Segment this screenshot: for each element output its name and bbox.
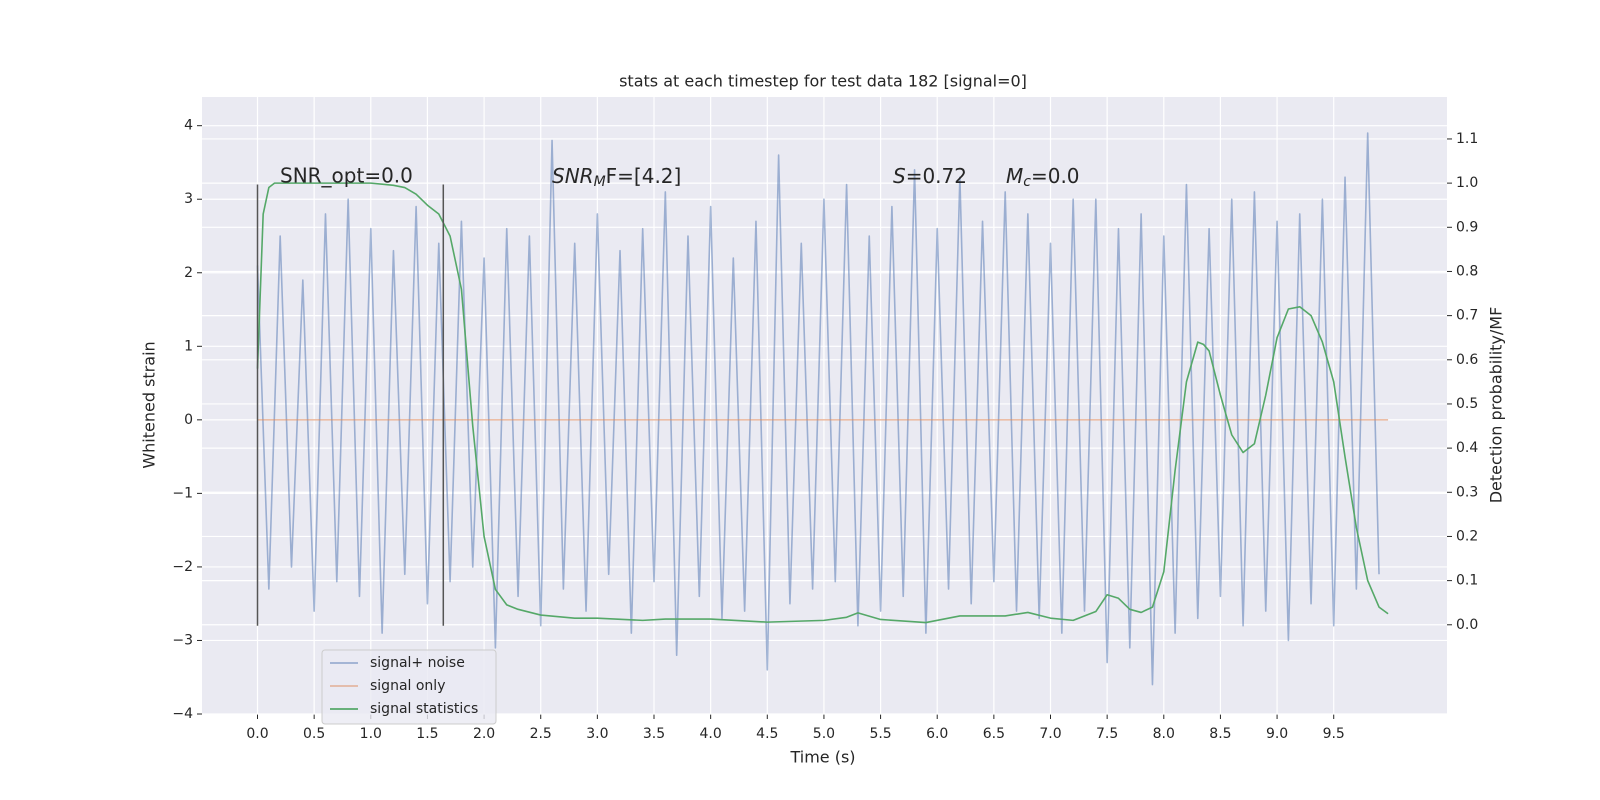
annotation-part: =0.0 xyxy=(1031,164,1080,188)
x-tick-label: 6.0 xyxy=(926,726,948,742)
y2-tick-label: 0.4 xyxy=(1456,440,1478,456)
series-line xyxy=(256,182,1389,624)
annotation-part: M xyxy=(594,174,606,190)
chart-title: stats at each timestep for test data 182… xyxy=(619,72,1027,91)
y2-tick-label: 0.7 xyxy=(1456,308,1478,324)
x-tick-label: 0.5 xyxy=(303,726,325,742)
x-tick-label: 4.0 xyxy=(700,726,722,742)
annotation-part: SNR xyxy=(552,164,594,188)
y-tick-label: 3 xyxy=(184,191,193,207)
y2-tick-label: 0.1 xyxy=(1456,573,1478,589)
y-tick-label: 2 xyxy=(184,265,193,281)
y2-tick-label: 1.1 xyxy=(1456,131,1478,147)
y-tick-label: 1 xyxy=(184,338,193,354)
y2-axis-label: Detection probability/MF xyxy=(1487,307,1506,504)
x-tick-label: 4.5 xyxy=(756,726,778,742)
y-tick-label: −1 xyxy=(172,485,193,501)
x-axis-label: Time (s) xyxy=(789,748,855,767)
y2-tick-label: 0.2 xyxy=(1456,528,1478,544)
y-tick-label: −2 xyxy=(172,559,193,575)
x-tick-label: 1.5 xyxy=(416,726,438,742)
annotation-part: F=[4.2] xyxy=(606,164,682,188)
y2-tick-label: 0.5 xyxy=(1456,396,1478,412)
annotation: SNRMF=[4.2] xyxy=(552,164,681,191)
y-tick-label: 0 xyxy=(184,412,193,428)
y-tick-label: −4 xyxy=(172,706,193,722)
annotation: Mc=0.0 xyxy=(1006,164,1080,191)
x-tick-label: 1.0 xyxy=(360,726,382,742)
annotation-part: S xyxy=(893,164,906,188)
annotation: SNR_opt=0.0 xyxy=(280,164,413,188)
annotation-part: M xyxy=(1006,164,1023,188)
y2-tick-label: 0.0 xyxy=(1456,617,1478,633)
x-tick-label: 2.0 xyxy=(473,726,495,742)
x-tick-label: 2.5 xyxy=(530,726,552,742)
x-tick-label: 9.0 xyxy=(1266,726,1288,742)
x-tick-label: 7.0 xyxy=(1039,726,1061,742)
y-tick-label: 4 xyxy=(184,118,193,134)
x-tick-label: 7.5 xyxy=(1096,726,1118,742)
x-tick-label: 3.0 xyxy=(586,726,608,742)
x-tick-label: 5.5 xyxy=(869,726,891,742)
y2-tick-label: 0.6 xyxy=(1456,352,1478,368)
y2-tick-label: 0.9 xyxy=(1456,219,1478,235)
x-tick-label: 9.5 xyxy=(1323,726,1345,742)
legend-box xyxy=(321,649,497,725)
annotation: S=0.72 xyxy=(893,164,967,188)
y-axis-label: Whitened strain xyxy=(140,341,159,468)
legend-label: signal only xyxy=(370,678,445,694)
annotation-part: =0.72 xyxy=(906,164,967,188)
annotation-part: c xyxy=(1023,174,1031,190)
y2-tick-label: 0.8 xyxy=(1456,263,1478,279)
series-line xyxy=(256,132,1380,686)
y2-tick-label: 0.3 xyxy=(1456,484,1478,500)
x-tick-label: 8.5 xyxy=(1209,726,1231,742)
y-tick-label: −3 xyxy=(172,632,193,648)
x-tick-label: 8.0 xyxy=(1153,726,1175,742)
legend-label: signal statistics xyxy=(370,701,478,717)
x-tick-label: 0.0 xyxy=(246,726,268,742)
x-tick-label: 3.5 xyxy=(643,726,665,742)
x-tick-label: 6.5 xyxy=(983,726,1005,742)
y2-tick-label: 1.0 xyxy=(1456,175,1478,191)
x-tick-label: 5.0 xyxy=(813,726,835,742)
legend-label: signal+ noise xyxy=(370,655,465,671)
